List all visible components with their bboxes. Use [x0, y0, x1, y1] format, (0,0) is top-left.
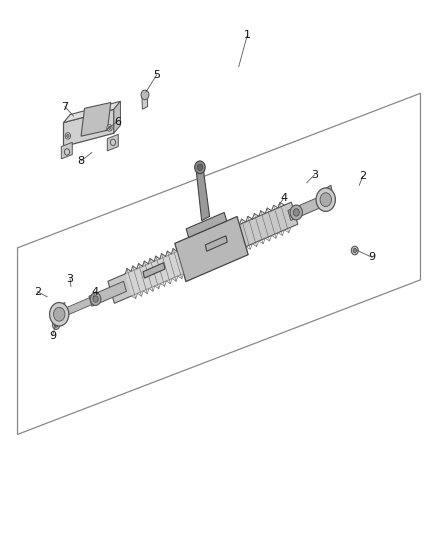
Circle shape: [293, 209, 299, 216]
Polygon shape: [288, 198, 320, 221]
Polygon shape: [81, 102, 111, 136]
Text: 4: 4: [280, 193, 287, 203]
Text: 8: 8: [78, 156, 85, 166]
Circle shape: [197, 164, 202, 171]
Circle shape: [141, 90, 149, 100]
Text: 9: 9: [369, 253, 376, 262]
Circle shape: [290, 205, 302, 220]
Text: 3: 3: [311, 170, 318, 180]
Circle shape: [110, 139, 116, 146]
Polygon shape: [53, 303, 65, 313]
Circle shape: [67, 134, 69, 138]
Polygon shape: [61, 142, 72, 159]
Polygon shape: [142, 93, 148, 109]
Circle shape: [93, 296, 98, 302]
Polygon shape: [64, 109, 114, 147]
Text: 9: 9: [49, 331, 56, 341]
Polygon shape: [205, 236, 227, 251]
Circle shape: [65, 133, 71, 139]
Text: 1: 1: [244, 30, 251, 39]
Circle shape: [64, 149, 70, 155]
Text: 4: 4: [92, 287, 99, 296]
Polygon shape: [318, 198, 323, 206]
Circle shape: [53, 308, 65, 321]
Polygon shape: [62, 298, 92, 317]
Polygon shape: [125, 248, 184, 298]
Circle shape: [90, 293, 101, 305]
Text: 2: 2: [359, 172, 366, 181]
Circle shape: [353, 248, 357, 253]
Circle shape: [108, 126, 111, 130]
Text: 7: 7: [61, 102, 68, 111]
Polygon shape: [108, 202, 298, 303]
Polygon shape: [320, 185, 332, 197]
Polygon shape: [186, 213, 227, 237]
Polygon shape: [196, 170, 209, 221]
Circle shape: [53, 321, 60, 329]
Text: 3: 3: [67, 274, 74, 284]
Polygon shape: [175, 216, 248, 281]
Polygon shape: [114, 101, 120, 133]
Circle shape: [54, 323, 58, 327]
Polygon shape: [64, 101, 120, 123]
Text: 2: 2: [34, 287, 41, 296]
Polygon shape: [143, 263, 165, 278]
Circle shape: [49, 303, 69, 326]
Circle shape: [107, 125, 112, 131]
Circle shape: [320, 193, 332, 207]
Circle shape: [316, 188, 336, 212]
Text: 6: 6: [114, 117, 121, 126]
Circle shape: [194, 161, 205, 174]
Polygon shape: [89, 281, 127, 306]
Polygon shape: [107, 134, 118, 151]
Circle shape: [351, 246, 358, 255]
Text: 5: 5: [153, 70, 160, 79]
